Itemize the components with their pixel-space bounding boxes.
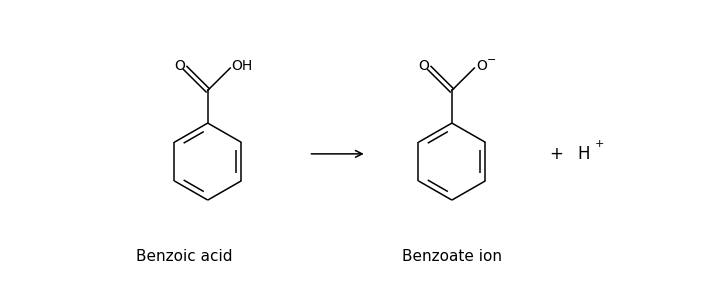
- Text: O: O: [175, 59, 185, 73]
- Text: +: +: [550, 145, 564, 163]
- Text: Benzoate ion: Benzoate ion: [402, 249, 502, 264]
- Text: O: O: [418, 59, 430, 73]
- Text: +: +: [594, 139, 604, 149]
- Text: OH: OH: [231, 60, 252, 73]
- Text: Benzoic acid: Benzoic acid: [136, 249, 233, 264]
- Text: H: H: [578, 145, 590, 163]
- Text: O: O: [476, 60, 486, 73]
- FancyArrowPatch shape: [311, 150, 362, 157]
- Text: −: −: [486, 55, 496, 65]
